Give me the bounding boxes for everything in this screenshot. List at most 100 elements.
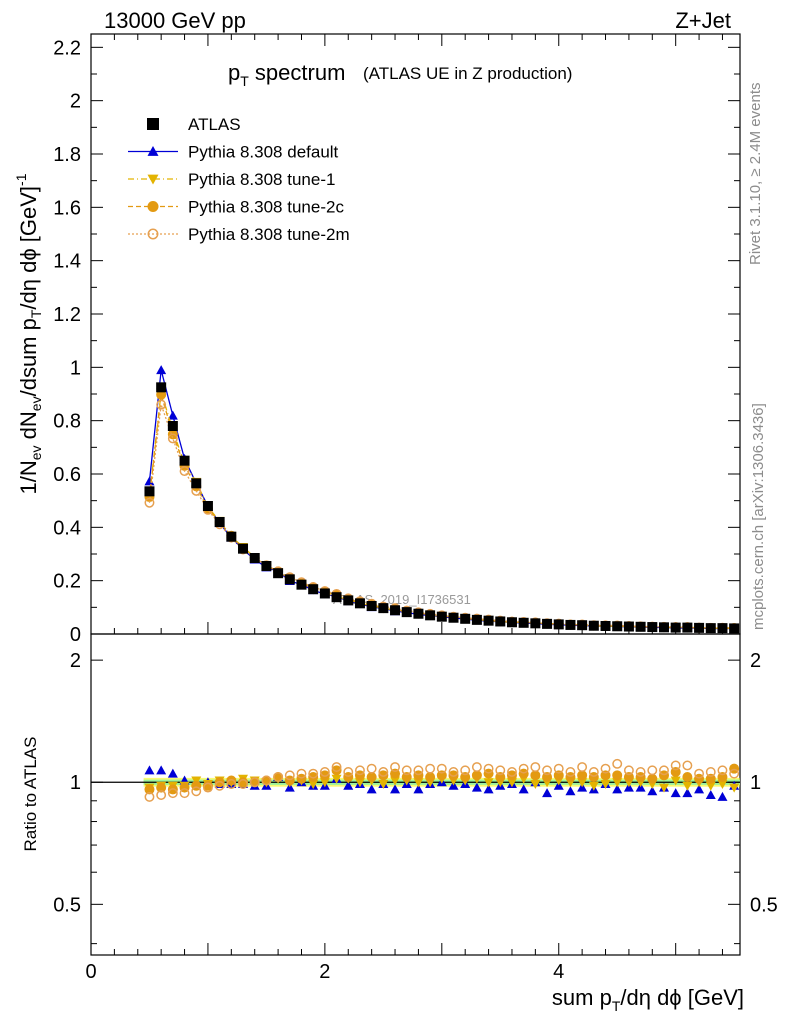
ratio-point-tune2c <box>647 773 658 784</box>
ratio-point-tune2c <box>354 770 365 781</box>
ratio-point-default <box>670 788 681 798</box>
point-atlas <box>658 622 669 633</box>
ratio-point-tune2m <box>553 763 564 774</box>
point-atlas <box>156 382 167 393</box>
point-atlas <box>530 618 541 629</box>
x-tick-label: 2 <box>319 961 330 983</box>
point-atlas <box>635 621 646 632</box>
rivet-version-label: Rivet 3.1.10, ≥ 2.4M events <box>747 83 764 266</box>
main-y-tick-label: 2.2 <box>53 37 81 59</box>
main-y-tick-label: 1.4 <box>53 251 81 273</box>
ratio-point-tune1 <box>705 781 716 791</box>
point-tune2m <box>179 466 190 477</box>
x-axis-label: sum pT/dη dϕ [GeV] <box>552 985 744 1014</box>
point-atlas <box>694 622 705 633</box>
ratio-point-default <box>694 784 705 794</box>
point-default <box>144 476 155 486</box>
ratio-point-tune2m <box>261 775 272 786</box>
legend: ATLAS Pythia 8.308 default Pythia 8.308 tu… <box>128 115 350 244</box>
point-atlas <box>623 621 634 632</box>
point-default <box>167 410 178 420</box>
main-y-tick-label: 1.2 <box>53 304 81 326</box>
point-atlas <box>495 616 506 627</box>
point-tune2m <box>144 497 155 508</box>
ratio-point-tune2c <box>296 773 307 784</box>
ratio-point-tune1 <box>658 783 669 793</box>
ratio-point-tune2c <box>144 784 155 795</box>
point-default <box>156 365 167 375</box>
ratio-point-tune1 <box>308 780 319 790</box>
ratio-point-tune2c <box>343 772 354 783</box>
ratio-point-tune2m <box>296 768 307 779</box>
point-tune2m <box>156 399 167 410</box>
ratio-point-tune2c <box>506 770 517 781</box>
point-atlas <box>319 588 330 599</box>
ratio-point-default <box>705 790 716 800</box>
mcplots-label: mcplots.cern.ch [arXiv:1306.3436] <box>750 403 767 630</box>
ratio-point-tune2c <box>448 770 459 781</box>
legend-label-atlas: ATLAS <box>188 115 241 134</box>
point-atlas <box>542 618 553 629</box>
ratio-point-tune2c <box>530 770 541 781</box>
legend-label-tune2m: Pythia 8.308 tune-2m <box>188 225 350 244</box>
ratio-y-tick-label-right: 2 <box>750 650 761 672</box>
ratio-point-tune2m <box>355 765 365 776</box>
ratio-point-tune2m <box>600 763 611 774</box>
ratio-point-default <box>717 791 728 801</box>
main-y-tick-label: 0.2 <box>53 571 81 593</box>
ratio-point-tune2m <box>401 765 412 776</box>
ratio-point-tune2m <box>167 788 178 799</box>
ratio-point-default <box>542 788 553 798</box>
ratio-point-default <box>366 784 377 794</box>
ratio-series <box>144 758 740 802</box>
ratio-point-tune2m <box>542 765 553 776</box>
ratio-point-tune2m <box>483 763 494 774</box>
main-series <box>144 365 740 634</box>
chart-subtitle: (ATLAS UE in Z production) <box>363 64 572 83</box>
ratio-point-tune1 <box>682 781 693 791</box>
ratio-point-tune2m <box>319 767 330 777</box>
header-left: 13000 GeV pp <box>104 8 246 33</box>
ratio-point-tune2m <box>659 765 669 776</box>
ratio-point-tune2m <box>425 763 436 774</box>
ratio-point-tune2c <box>658 770 669 781</box>
ratio-point-tune2m <box>249 777 260 788</box>
ratio-point-tune2c <box>729 763 740 774</box>
point-tune2m <box>167 433 178 444</box>
ratio-point-default <box>518 784 529 794</box>
ratio-point-tune2m <box>273 772 284 782</box>
ratio-point-default <box>167 768 178 778</box>
point-atlas <box>577 620 588 631</box>
ratio-point-tune2m <box>436 763 447 774</box>
ratio-point-tune2m <box>144 791 155 802</box>
ratio-point-tune2m <box>705 767 716 777</box>
ratio-point-tune2c <box>518 768 529 779</box>
ratio-point-tune2m <box>623 765 634 776</box>
point-atlas <box>518 617 529 628</box>
point-atlas <box>191 478 202 489</box>
ratio-point-tune2m <box>518 763 529 774</box>
ratio-point-tune1 <box>378 780 389 790</box>
ratio-point-tune2c <box>612 770 623 781</box>
ratio-point-tune2m <box>366 763 377 774</box>
point-atlas <box>238 543 249 554</box>
ratio-point-tune2c <box>635 772 646 783</box>
point-atlas <box>647 622 658 633</box>
point-atlas <box>214 517 225 527</box>
point-atlas <box>717 623 728 634</box>
ratio-point-tune2m <box>507 767 517 777</box>
point-atlas <box>202 501 213 511</box>
ratio-point-tune2m <box>530 762 541 773</box>
ratio-y-tick-label: 1 <box>70 772 81 794</box>
ratio-point-tune1 <box>331 774 342 784</box>
ratio-point-tune2c <box>483 768 494 779</box>
point-atlas <box>366 601 377 611</box>
ratio-point-tune2c <box>577 770 588 781</box>
point-atlas <box>682 622 693 633</box>
ratio-point-tune2m <box>717 765 728 776</box>
main-y-tick-label: 0.4 <box>53 517 81 539</box>
point-atlas <box>471 614 482 625</box>
point-atlas <box>284 574 295 585</box>
point-atlas <box>179 455 190 466</box>
point-atlas <box>343 595 354 606</box>
